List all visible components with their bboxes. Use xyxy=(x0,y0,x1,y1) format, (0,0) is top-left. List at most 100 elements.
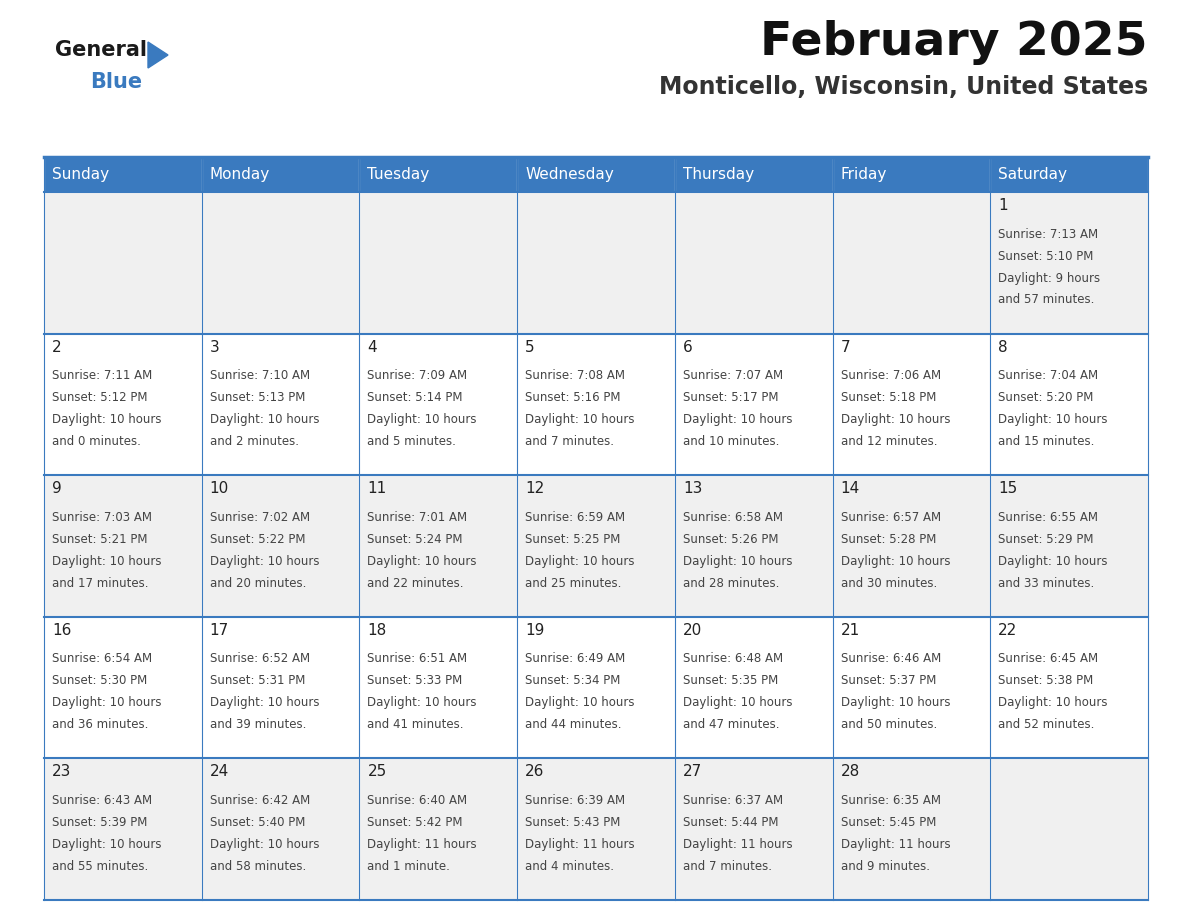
Text: and 36 minutes.: and 36 minutes. xyxy=(52,718,148,732)
Text: Sunset: 5:44 PM: Sunset: 5:44 PM xyxy=(683,816,778,829)
Text: Daylight: 10 hours: Daylight: 10 hours xyxy=(841,697,950,710)
Bar xyxy=(991,476,1148,617)
Text: Daylight: 10 hours: Daylight: 10 hours xyxy=(52,838,162,851)
Text: Sunrise: 6:55 AM: Sunrise: 6:55 AM xyxy=(998,510,1098,524)
Text: Sunrise: 7:08 AM: Sunrise: 7:08 AM xyxy=(525,369,625,382)
Bar xyxy=(202,617,360,758)
Text: and 50 minutes.: and 50 minutes. xyxy=(841,718,937,732)
Text: Sunrise: 6:46 AM: Sunrise: 6:46 AM xyxy=(841,653,941,666)
Bar xyxy=(44,192,202,333)
Text: and 7 minutes.: and 7 minutes. xyxy=(525,435,614,448)
Text: Sunrise: 6:43 AM: Sunrise: 6:43 AM xyxy=(52,794,152,807)
Text: Sunset: 5:39 PM: Sunset: 5:39 PM xyxy=(52,816,147,829)
Text: Friday: Friday xyxy=(841,167,887,182)
Text: and 55 minutes.: and 55 minutes. xyxy=(52,860,148,873)
Text: and 7 minutes.: and 7 minutes. xyxy=(683,860,772,873)
Text: 19: 19 xyxy=(525,622,544,638)
Text: Daylight: 10 hours: Daylight: 10 hours xyxy=(998,554,1107,567)
Text: and 2 minutes.: and 2 minutes. xyxy=(210,435,298,448)
Text: 11: 11 xyxy=(367,481,386,497)
Text: Sunrise: 7:03 AM: Sunrise: 7:03 AM xyxy=(52,510,152,524)
Text: Sunset: 5:25 PM: Sunset: 5:25 PM xyxy=(525,532,620,546)
Text: Sunrise: 7:02 AM: Sunrise: 7:02 AM xyxy=(210,510,310,524)
Bar xyxy=(44,476,202,617)
Text: 2: 2 xyxy=(52,340,62,354)
Bar xyxy=(44,157,202,192)
Text: Monday: Monday xyxy=(210,167,270,182)
Text: Sunset: 5:30 PM: Sunset: 5:30 PM xyxy=(52,675,147,688)
Text: Sunset: 5:22 PM: Sunset: 5:22 PM xyxy=(210,532,305,546)
Text: Sunrise: 6:39 AM: Sunrise: 6:39 AM xyxy=(525,794,625,807)
Text: Sunset: 5:43 PM: Sunset: 5:43 PM xyxy=(525,816,620,829)
Text: 23: 23 xyxy=(52,765,71,779)
Text: and 1 minute.: and 1 minute. xyxy=(367,860,450,873)
Bar xyxy=(360,476,517,617)
Text: and 39 minutes.: and 39 minutes. xyxy=(210,718,307,732)
Text: Daylight: 10 hours: Daylight: 10 hours xyxy=(52,554,162,567)
Bar xyxy=(360,758,517,900)
Text: and 28 minutes.: and 28 minutes. xyxy=(683,577,779,589)
Text: 14: 14 xyxy=(841,481,860,497)
Text: Daylight: 10 hours: Daylight: 10 hours xyxy=(210,697,320,710)
Text: 15: 15 xyxy=(998,481,1018,497)
Text: Sunrise: 7:11 AM: Sunrise: 7:11 AM xyxy=(52,369,152,382)
Bar xyxy=(517,333,675,476)
Bar xyxy=(517,192,675,333)
Text: Daylight: 10 hours: Daylight: 10 hours xyxy=(683,554,792,567)
Bar xyxy=(833,758,991,900)
Text: Blue: Blue xyxy=(90,72,143,92)
Text: 21: 21 xyxy=(841,622,860,638)
Bar xyxy=(833,333,991,476)
Text: Sunset: 5:12 PM: Sunset: 5:12 PM xyxy=(52,391,147,404)
Text: 4: 4 xyxy=(367,340,377,354)
Text: February 2025: February 2025 xyxy=(760,20,1148,65)
Text: and 33 minutes.: and 33 minutes. xyxy=(998,577,1094,589)
Bar xyxy=(833,476,991,617)
Text: and 41 minutes.: and 41 minutes. xyxy=(367,718,465,732)
Text: Sunrise: 7:04 AM: Sunrise: 7:04 AM xyxy=(998,369,1099,382)
Text: and 22 minutes.: and 22 minutes. xyxy=(367,577,465,589)
Text: Tuesday: Tuesday xyxy=(367,167,430,182)
Text: Daylight: 10 hours: Daylight: 10 hours xyxy=(841,554,950,567)
Text: Sunrise: 6:42 AM: Sunrise: 6:42 AM xyxy=(210,794,310,807)
Text: Sunset: 5:29 PM: Sunset: 5:29 PM xyxy=(998,532,1094,546)
Text: Daylight: 10 hours: Daylight: 10 hours xyxy=(525,697,634,710)
Bar xyxy=(202,157,360,192)
Text: Sunrise: 6:51 AM: Sunrise: 6:51 AM xyxy=(367,653,468,666)
Text: Daylight: 10 hours: Daylight: 10 hours xyxy=(525,413,634,426)
Text: 16: 16 xyxy=(52,622,71,638)
Text: 10: 10 xyxy=(210,481,229,497)
Text: Sunset: 5:35 PM: Sunset: 5:35 PM xyxy=(683,675,778,688)
Text: Daylight: 10 hours: Daylight: 10 hours xyxy=(998,697,1107,710)
Text: 7: 7 xyxy=(841,340,851,354)
Text: Daylight: 10 hours: Daylight: 10 hours xyxy=(210,838,320,851)
Bar xyxy=(202,758,360,900)
Text: and 10 minutes.: and 10 minutes. xyxy=(683,435,779,448)
Text: Sunset: 5:10 PM: Sunset: 5:10 PM xyxy=(998,250,1094,263)
Text: Sunset: 5:20 PM: Sunset: 5:20 PM xyxy=(998,391,1094,404)
Text: Sunrise: 6:37 AM: Sunrise: 6:37 AM xyxy=(683,794,783,807)
Text: Daylight: 10 hours: Daylight: 10 hours xyxy=(210,413,320,426)
Text: 17: 17 xyxy=(210,622,229,638)
Text: Sunset: 5:31 PM: Sunset: 5:31 PM xyxy=(210,675,305,688)
Text: Thursday: Thursday xyxy=(683,167,754,182)
Bar xyxy=(44,333,202,476)
Text: Sunrise: 7:09 AM: Sunrise: 7:09 AM xyxy=(367,369,468,382)
Bar xyxy=(833,192,991,333)
Text: Daylight: 10 hours: Daylight: 10 hours xyxy=(367,413,476,426)
Text: Sunrise: 7:06 AM: Sunrise: 7:06 AM xyxy=(841,369,941,382)
Text: and 12 minutes.: and 12 minutes. xyxy=(841,435,937,448)
Text: Sunset: 5:21 PM: Sunset: 5:21 PM xyxy=(52,532,147,546)
Bar xyxy=(675,192,833,333)
Text: Sunset: 5:26 PM: Sunset: 5:26 PM xyxy=(683,532,778,546)
Text: Sunrise: 6:59 AM: Sunrise: 6:59 AM xyxy=(525,510,625,524)
Text: Sunset: 5:40 PM: Sunset: 5:40 PM xyxy=(210,816,305,829)
Text: Sunrise: 6:57 AM: Sunrise: 6:57 AM xyxy=(841,510,941,524)
Bar xyxy=(675,157,833,192)
Text: Sunset: 5:37 PM: Sunset: 5:37 PM xyxy=(841,675,936,688)
Text: 25: 25 xyxy=(367,765,386,779)
Text: Daylight: 10 hours: Daylight: 10 hours xyxy=(367,697,476,710)
Text: Sunset: 5:33 PM: Sunset: 5:33 PM xyxy=(367,675,462,688)
Text: and 20 minutes.: and 20 minutes. xyxy=(210,577,307,589)
Bar xyxy=(360,333,517,476)
